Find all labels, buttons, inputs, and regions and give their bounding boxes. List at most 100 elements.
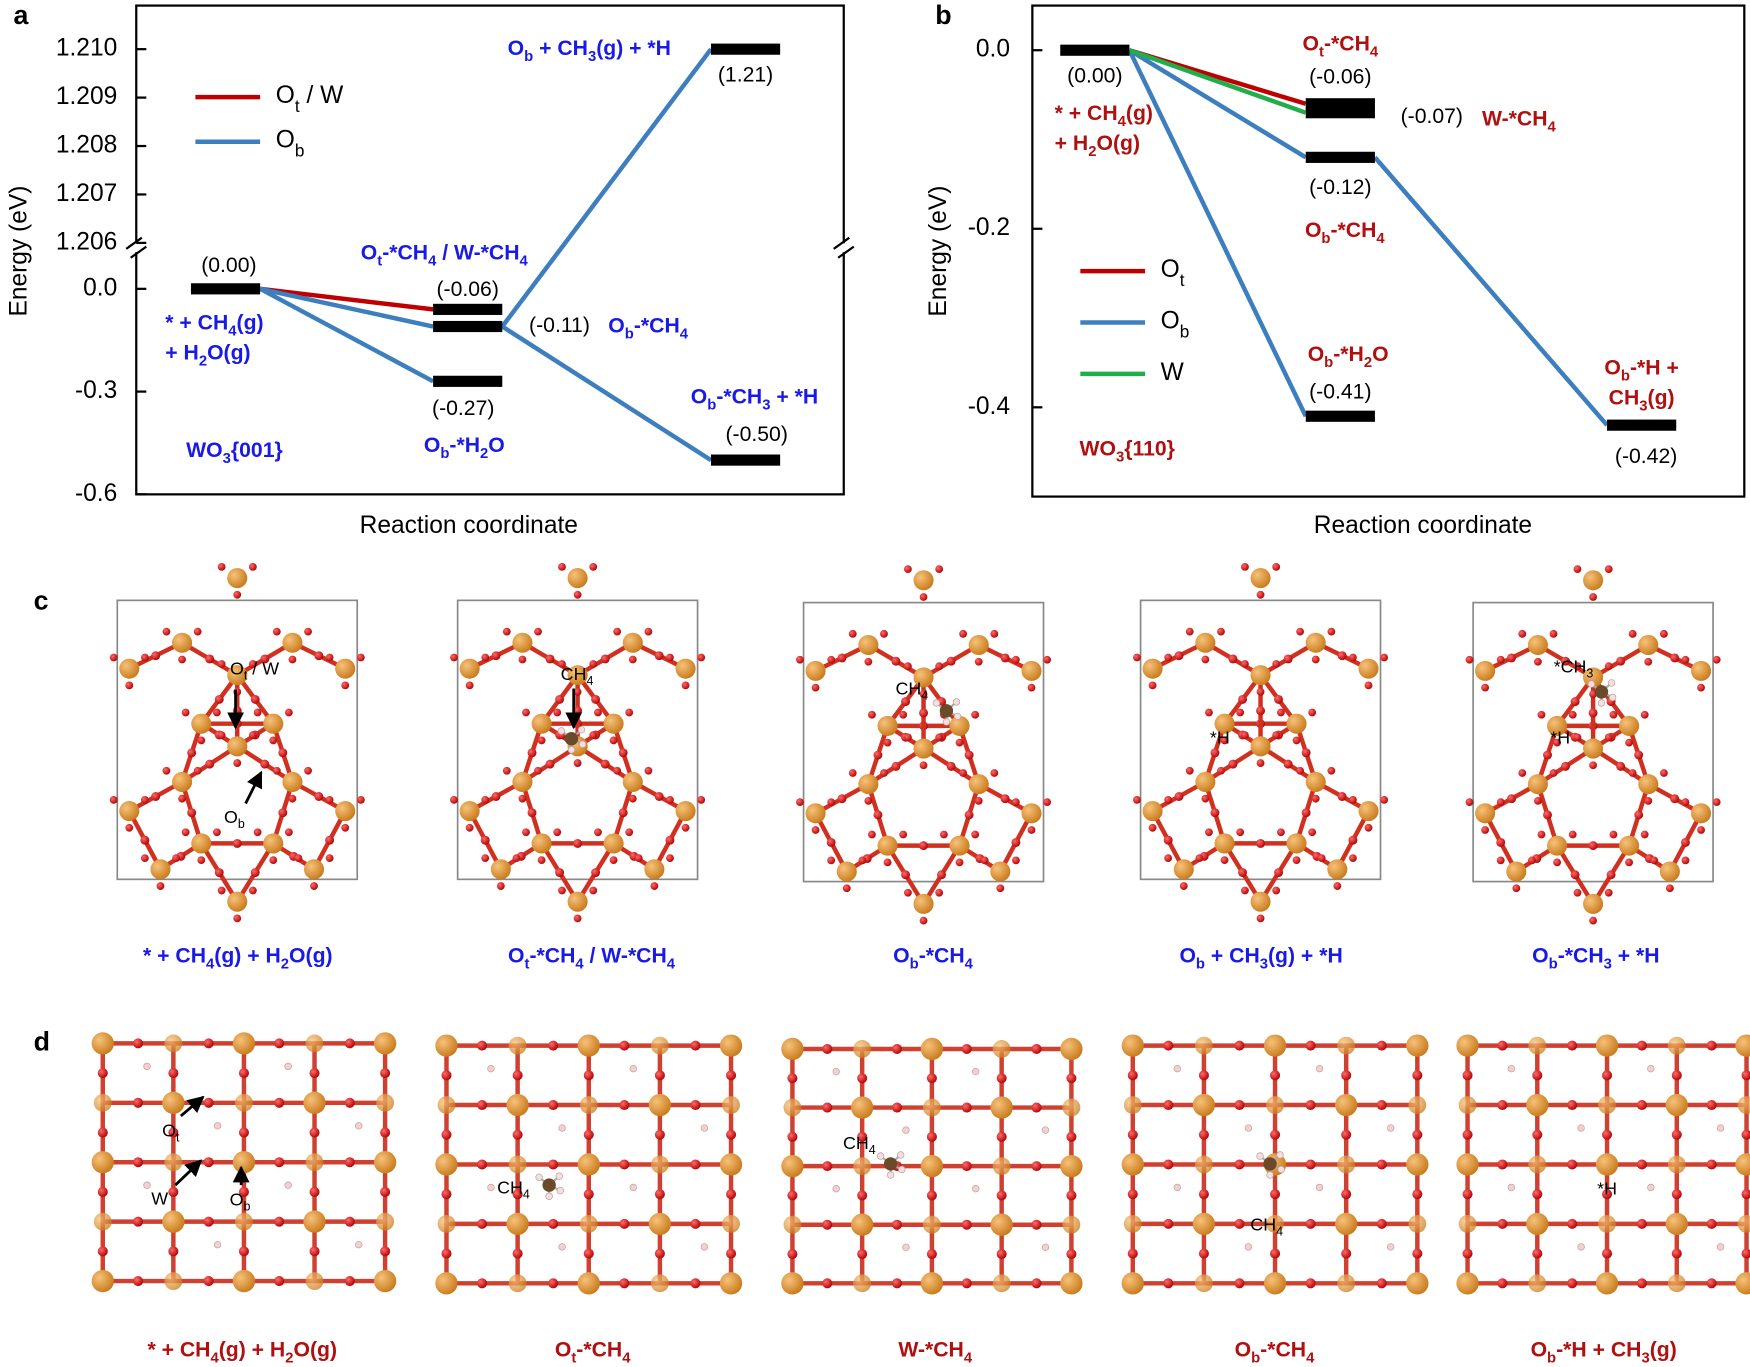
oxygen-atom: [534, 627, 542, 636]
oxygen-atom: [594, 708, 602, 717]
oxygen-atom: [1507, 653, 1516, 663]
oxygen-atom: [325, 795, 334, 804]
hydrogen-atom: [284, 1181, 292, 1189]
oxygen-atom: [1327, 766, 1336, 775]
oxygen-atom: [477, 1218, 488, 1229]
oxygen-atom: [341, 823, 350, 832]
oxygen-atom: [1561, 761, 1570, 771]
oxygen-atom: [133, 1038, 144, 1049]
tungsten-atom: [1456, 1272, 1479, 1295]
tungsten-atom: [191, 833, 212, 854]
oxygen-atom: [548, 1218, 559, 1229]
tungsten-atom: [922, 1215, 941, 1234]
oxygen-atom: [919, 708, 929, 718]
oxygen-atom: [1220, 856, 1229, 865]
tungsten-atom: [1121, 1272, 1144, 1295]
oxygen-atom: [1236, 828, 1245, 837]
value-label: (-0.42): [1615, 445, 1677, 468]
legend-label: Ot / W: [276, 83, 344, 116]
legend-label: Ob: [276, 127, 305, 160]
oxygen-atom: [1412, 1129, 1423, 1140]
oxygen-atom: [1697, 683, 1705, 692]
oxygen-atom: [250, 868, 260, 878]
tungsten-atom: [1335, 1212, 1358, 1236]
tungsten-atom: [1060, 1154, 1083, 1178]
tungsten-atom: [949, 835, 970, 856]
oxygen-atom: [1198, 1248, 1209, 1259]
tungsten-atom: [579, 1214, 598, 1233]
tungsten-atom: [913, 570, 934, 591]
value-label: (-0.07): [1401, 105, 1463, 128]
oxygen-atom: [822, 1219, 833, 1230]
tungsten-atom: [1173, 859, 1194, 880]
oxygen-atom: [477, 1040, 488, 1051]
tungsten-atom: [1123, 1096, 1142, 1114]
tungsten-atom: [990, 861, 1011, 882]
oxygen-atom: [1241, 731, 1249, 740]
oxygen-atom: [1628, 769, 1637, 777]
oxygen-atom: [260, 654, 270, 664]
tungsten-atom: [1598, 1214, 1616, 1233]
oxygen-atom: [1376, 1159, 1387, 1170]
tungsten-atom: [1195, 632, 1216, 653]
tungsten-atom: [1665, 1212, 1688, 1236]
oxygen-atom: [537, 736, 546, 745]
oxygen-atom: [1274, 868, 1284, 878]
oxygen-atom: [1163, 1159, 1174, 1170]
oxygen-atom: [959, 629, 968, 638]
oxygen-atom: [864, 796, 873, 805]
oxygen-atom: [1496, 655, 1505, 664]
oxygen-atom: [491, 651, 501, 661]
oxygen-atom: [919, 916, 928, 925]
oxygen-atom: [1301, 748, 1311, 758]
tungsten-atom: [91, 1151, 114, 1174]
hydrogen-atom: [1256, 1152, 1264, 1160]
oxygen-atom: [1650, 856, 1659, 865]
oxygen-atom: [946, 761, 956, 771]
oxygen-atom: [654, 792, 664, 801]
tungsten-atom: [1250, 891, 1271, 912]
oxygen-atom: [1640, 830, 1649, 839]
energy-level: [1305, 107, 1375, 119]
oxygen-atom: [380, 1186, 391, 1197]
site-label: *CH3: [1554, 656, 1594, 681]
oxygen-atom: [1272, 562, 1281, 571]
tungsten-atom: [1406, 1272, 1429, 1295]
y-tick-label: 0.0: [976, 36, 1010, 63]
oxygen-atom: [325, 835, 335, 845]
axis-break: [837, 245, 855, 259]
oxygen-atom: [811, 826, 820, 834]
oxygen-atom: [796, 798, 804, 807]
oxygen-atom: [203, 1038, 214, 1049]
oxygen-atom: [1241, 562, 1249, 571]
oxygen-atom: [609, 856, 618, 865]
oxygen-atom: [1164, 653, 1173, 662]
oxygen-atom: [573, 687, 582, 696]
tungsten-atom: [603, 713, 624, 734]
tungsten-atom: [1123, 1214, 1142, 1233]
oxygen-atom: [325, 854, 334, 863]
oxygen-atom: [1712, 655, 1721, 664]
hydrogen-atom: [1716, 1243, 1725, 1251]
oxygen-atom: [1349, 854, 1357, 863]
oxygen-atom: [891, 656, 901, 666]
oxygen-atom: [1706, 1040, 1717, 1051]
tungsten-atom: [437, 1096, 456, 1114]
oxygen-atom: [545, 759, 555, 769]
hydrogen-atom: [902, 1243, 910, 1252]
tungsten-atom: [1667, 1155, 1686, 1174]
panel-letter: b: [935, 0, 951, 30]
oxygen-atom: [187, 808, 197, 818]
tungsten-atom: [235, 1093, 253, 1112]
oxygen-atom: [1481, 826, 1490, 834]
oxygen-atom: [619, 1100, 630, 1111]
site-label: CH4: [497, 1177, 530, 1202]
oxygen-atom: [344, 1157, 355, 1168]
oxygen-atom: [1341, 1070, 1352, 1081]
hydrogen-atom: [1647, 1064, 1655, 1073]
tungsten-atom: [172, 771, 193, 792]
oxygen-atom: [726, 1189, 737, 1200]
tungsten-atom: [949, 715, 970, 736]
tungsten-atom: [858, 634, 879, 656]
oxygen-atom: [133, 1157, 144, 1168]
